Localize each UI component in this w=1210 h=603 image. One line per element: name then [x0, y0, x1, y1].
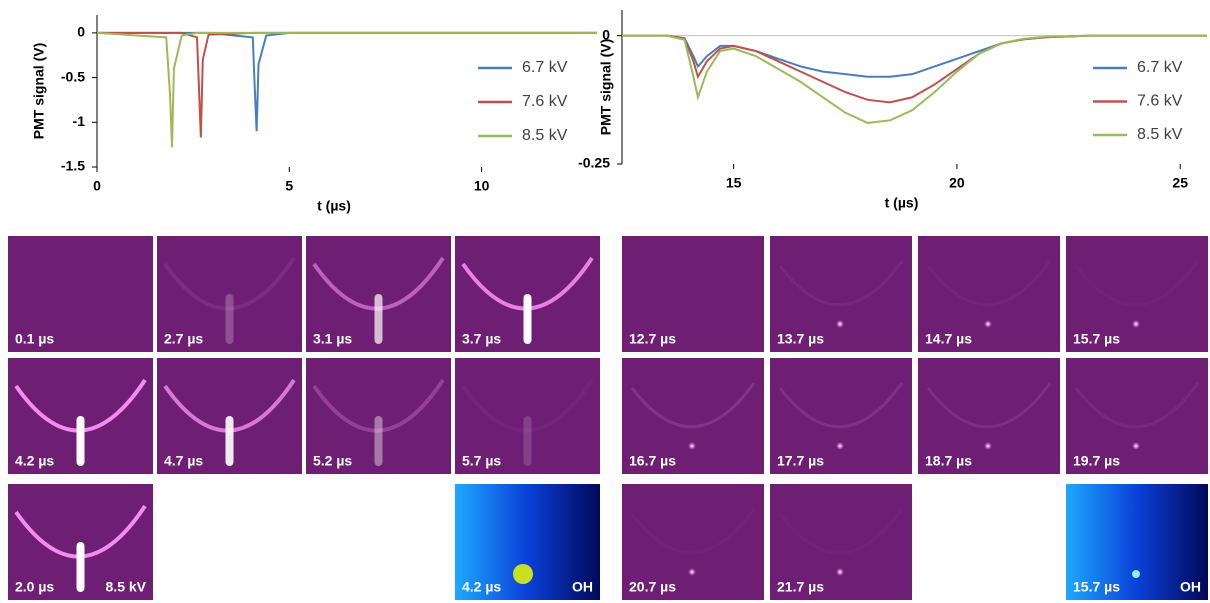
y-axis-title: PMT signal (V) — [31, 43, 47, 139]
x-axis-title: t (µs) — [317, 198, 351, 214]
y-tick-label: -0.5 — [61, 68, 85, 84]
image-panel: 2.0 µs 8.5 kV — [8, 484, 153, 600]
discharge-stem — [524, 294, 532, 344]
y-tick-label: -0.25 — [578, 155, 610, 171]
panel-label: 17.7 µs — [777, 453, 824, 469]
panel-label: 18.7 µs — [925, 453, 972, 469]
x-tick-label: 10 — [474, 178, 490, 194]
panel-label: 0.1 µs — [15, 331, 54, 347]
image-panel: 13.7 µs — [770, 236, 912, 352]
discharge-stem — [375, 416, 383, 466]
panel-label: 12.7 µs — [629, 331, 676, 347]
discharge-stem — [226, 294, 234, 344]
legend-label: 7.6 kV — [1137, 93, 1183, 110]
image-panel: 5.2 µs — [306, 358, 451, 474]
y-tick-label: -1.5 — [61, 158, 85, 174]
panel-label: 5.2 µs — [313, 453, 352, 469]
image-panel: 16.7 µs — [622, 358, 764, 474]
discharge-stem — [524, 416, 532, 466]
image-panel: 4.7 µs — [157, 358, 302, 474]
panel-label: 20.7 µs — [629, 579, 676, 595]
discharge-spot — [984, 442, 992, 450]
discharge-spot — [984, 320, 992, 328]
image-panel: 2.7 µs — [157, 236, 302, 352]
discharge-stem — [77, 416, 85, 466]
discharge-spot — [688, 442, 696, 450]
image-panel: 4.2 µs — [8, 358, 153, 474]
panel-label: 3.1 µs — [313, 331, 352, 347]
image-panel: 3.1 µs — [306, 236, 451, 352]
panel-label: 4.7 µs — [164, 453, 203, 469]
series-line — [622, 36, 1207, 77]
panel-label: 21.7 µs — [777, 579, 824, 595]
image-panel: 3.7 µs — [455, 236, 600, 352]
discharge-spot — [688, 568, 696, 576]
image-panel: 18.7 µs — [918, 358, 1060, 474]
image-panel: 12.7 µs — [622, 236, 764, 352]
image-panel: 4.2 µs OH — [455, 484, 600, 600]
image-panel: 5.7 µs — [455, 358, 600, 474]
image-panel: 15.7 µs — [1066, 236, 1208, 352]
legend-label: 7.6 kV — [522, 93, 568, 110]
panel-label: 15.7 µs — [1073, 331, 1120, 347]
panel-label: 4.2 µs — [462, 579, 501, 595]
figure: 0 -0.5 -1 -1.5 0 5 10 t (µs) PMT signal (V) 6.7 k… — [0, 0, 1210, 603]
image-panel: 14.7 µs — [918, 236, 1060, 352]
discharge-spot — [1132, 320, 1140, 328]
series-line — [622, 36, 1207, 123]
panel-label: 4.2 µs — [15, 453, 54, 469]
legend-label: 6.7 kV — [1137, 59, 1183, 76]
y-axis-title: PMT signal (V) — [598, 39, 614, 135]
panel-note: OH — [572, 579, 593, 595]
panel-label: 14.7 µs — [925, 331, 972, 347]
image-panel: 17.7 µs — [770, 358, 912, 474]
y-tick-label: 0 — [77, 24, 85, 40]
legend-label: 6.7 kV — [522, 59, 568, 76]
x-tick-label: 0 — [93, 178, 101, 194]
panel-label: 19.7 µs — [1073, 453, 1120, 469]
image-panel: 20.7 µs — [622, 484, 764, 600]
y-tick-label: -1 — [73, 113, 86, 129]
x-tick-label: 5 — [285, 178, 293, 194]
discharge-spot — [836, 320, 844, 328]
panel-note: 8.5 kV — [106, 579, 147, 595]
oh-spot — [1132, 570, 1140, 578]
discharge-spot — [836, 442, 844, 450]
discharge-stem — [226, 416, 234, 466]
discharge-stem — [375, 294, 383, 344]
panel-note: OH — [1180, 579, 1201, 595]
x-axis-title: t (µs) — [885, 195, 919, 211]
image-panel: 21.7 µs — [770, 484, 912, 600]
discharge-stem — [77, 542, 85, 592]
legend-label: 8.5 kV — [522, 127, 568, 144]
x-tick-label: 20 — [949, 175, 965, 191]
image-panel: 15.7 µs OH — [1066, 484, 1208, 600]
panel-label: 3.7 µs — [462, 331, 501, 347]
panel-label: 5.7 µs — [462, 453, 501, 469]
panel-label: 16.7 µs — [629, 453, 676, 469]
panel-label: 15.7 µs — [1073, 579, 1120, 595]
legend-label: 8.5 kV — [1137, 126, 1183, 143]
oh-spot — [513, 564, 533, 584]
discharge-spot — [1132, 442, 1140, 450]
discharge-spot — [836, 568, 844, 576]
x-tick-label: 25 — [1172, 175, 1188, 191]
panel-label: 2.7 µs — [164, 331, 203, 347]
x-tick-label: 15 — [726, 175, 742, 191]
image-panel: 19.7 µs — [1066, 358, 1208, 474]
panel-label: 13.7 µs — [777, 331, 824, 347]
image-panel: 0.1 µs — [8, 236, 153, 352]
panel-label: 2.0 µs — [15, 579, 54, 595]
